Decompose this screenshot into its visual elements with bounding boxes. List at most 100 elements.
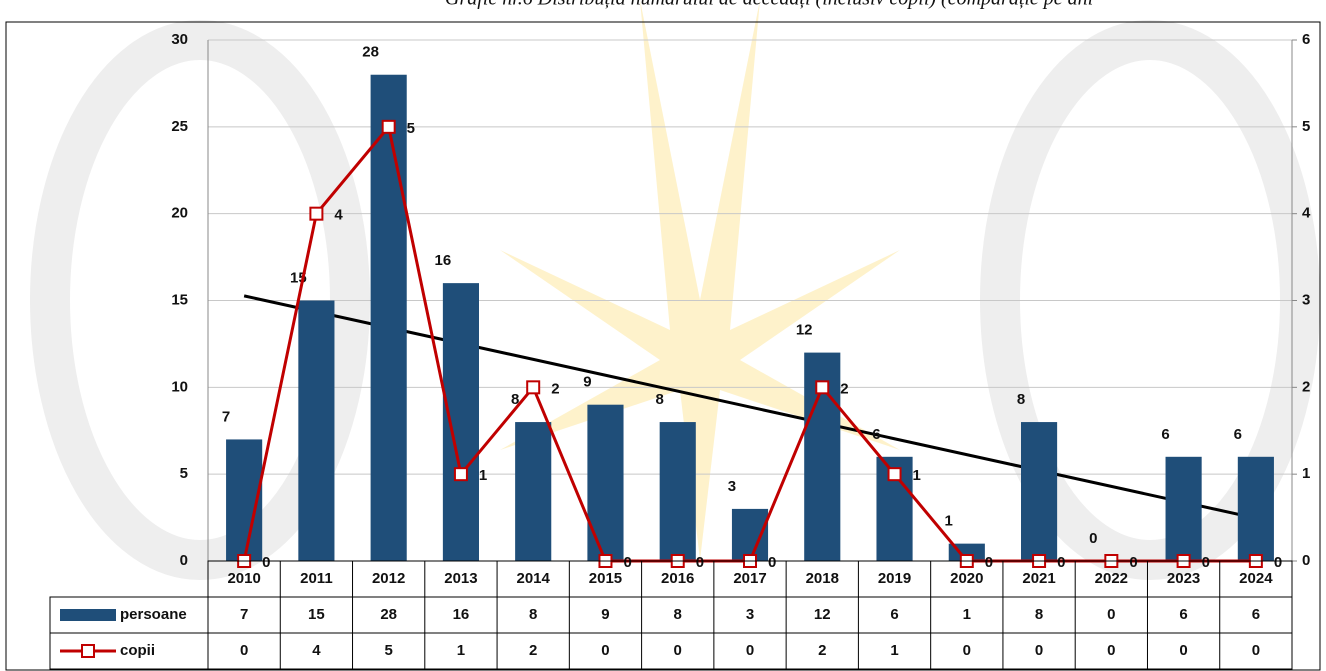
table-value: 6 (890, 606, 898, 623)
y2-tick-label: 5 (1302, 118, 1310, 135)
x-tick-label: 2012 (372, 570, 405, 587)
table-value: 7 (240, 606, 248, 623)
table-value: 9 (601, 606, 609, 623)
legend-swatch (81, 644, 95, 658)
table-value: 0 (746, 642, 754, 659)
bar (298, 300, 335, 561)
line-value-label: 0 (985, 554, 993, 571)
bar-value-label: 0 (1089, 530, 1097, 547)
line-value-label: 0 (1057, 554, 1065, 571)
y-tick-label: 25 (171, 118, 188, 135)
legend-swatch (60, 609, 116, 621)
table-value: 0 (601, 642, 609, 659)
chart-title: Grafic nr.6 Distribuția numărului de dec… (445, 0, 1093, 10)
y-tick-label: 10 (171, 378, 188, 395)
y2-tick-label: 1 (1302, 465, 1310, 482)
y2-tick-label: 3 (1302, 291, 1310, 308)
x-tick-label: 2021 (1022, 570, 1055, 587)
table-value: 12 (814, 606, 831, 623)
y2-tick-label: 0 (1302, 552, 1310, 569)
bar-value-label: 6 (1161, 426, 1169, 443)
line-value-label: 2 (840, 380, 848, 397)
bar (1237, 456, 1274, 561)
x-tick-label: 2014 (517, 570, 551, 587)
y2-tick-label: 2 (1302, 378, 1310, 395)
bar (731, 508, 769, 561)
bar-value-label: 8 (511, 391, 519, 408)
x-tick-label: 2010 (227, 570, 260, 587)
bar-value-label: 3 (728, 478, 736, 495)
x-tick-label: 2020 (950, 570, 983, 587)
line-value-label: 0 (1202, 554, 1210, 571)
table-value: 0 (674, 642, 682, 659)
bar (1021, 422, 1058, 561)
table-value: 0 (1252, 642, 1260, 659)
table-value: 8 (674, 606, 682, 623)
x-tick-label: 2015 (589, 570, 622, 587)
table-value: 2 (818, 642, 826, 659)
table-value: 1 (457, 642, 465, 659)
x-tick-label: 2016 (661, 570, 694, 587)
line-value-label: 0 (696, 554, 704, 571)
bar (370, 74, 407, 561)
watermark (500, 0, 900, 560)
table-value: 0 (1179, 642, 1187, 659)
table-value: 0 (240, 642, 248, 659)
x-tick-label: 2017 (733, 570, 766, 587)
line-marker (309, 206, 324, 221)
line-value-label: 0 (768, 554, 776, 571)
bar-value-label: 12 (796, 322, 813, 339)
x-tick-label: 2023 (1167, 570, 1200, 587)
y2-tick-label: 6 (1302, 31, 1310, 48)
x-tick-label: 2024 (1239, 570, 1273, 587)
x-tick-label: 2022 (1095, 570, 1128, 587)
y-tick-label: 5 (180, 465, 188, 482)
bar-value-label: 8 (1017, 391, 1025, 408)
table-value: 6 (1179, 606, 1187, 623)
y-tick-label: 20 (171, 205, 188, 222)
chart-border (5, 21, 1321, 671)
table-value: 0 (963, 642, 971, 659)
legend-label: copii (120, 642, 155, 659)
line-value-label: 0 (262, 554, 270, 571)
table-value: 4 (312, 642, 321, 659)
bar-value-label: 6 (872, 426, 880, 443)
line-value-label: 2 (551, 380, 559, 397)
table-value: 1 (963, 606, 971, 623)
line-value-label: 0 (1129, 554, 1137, 571)
table-value: 0 (1035, 642, 1043, 659)
x-tick-label: 2019 (878, 570, 911, 587)
table-value: 8 (1035, 606, 1043, 623)
line-marker (887, 467, 902, 482)
line-value-label: 5 (407, 120, 415, 137)
table-value: 0 (1107, 642, 1115, 659)
bar (587, 404, 624, 561)
bar-value-label: 7 (222, 408, 230, 425)
x-tick-label: 2013 (444, 570, 477, 587)
bar-value-label: 16 (435, 252, 452, 269)
line-value-label: 0 (623, 554, 631, 571)
line-marker (526, 380, 541, 395)
x-tick-label: 2011 (300, 570, 333, 587)
y-tick-label: 0 (180, 552, 188, 569)
bar-value-label: 6 (1234, 426, 1242, 443)
y-tick-label: 15 (171, 291, 188, 308)
bar (659, 422, 696, 561)
table-value: 5 (384, 642, 392, 659)
line-value-label: 1 (479, 467, 487, 484)
line-marker (453, 467, 468, 482)
line-value-label: 0 (1274, 554, 1282, 571)
y2-tick-label: 4 (1302, 205, 1311, 222)
x-tick-label: 2018 (806, 570, 839, 587)
line-value-label: 1 (913, 467, 921, 484)
bar (515, 422, 552, 561)
table-value: 16 (453, 606, 470, 623)
table-value: 6 (1252, 606, 1260, 623)
bar-value-label: 28 (362, 44, 379, 61)
table-value: 28 (380, 606, 397, 623)
bar (1165, 456, 1202, 561)
line-value-label: 4 (334, 207, 343, 224)
table-value: 0 (1107, 606, 1115, 623)
table-value: 3 (746, 606, 754, 623)
table-value: 2 (529, 642, 537, 659)
